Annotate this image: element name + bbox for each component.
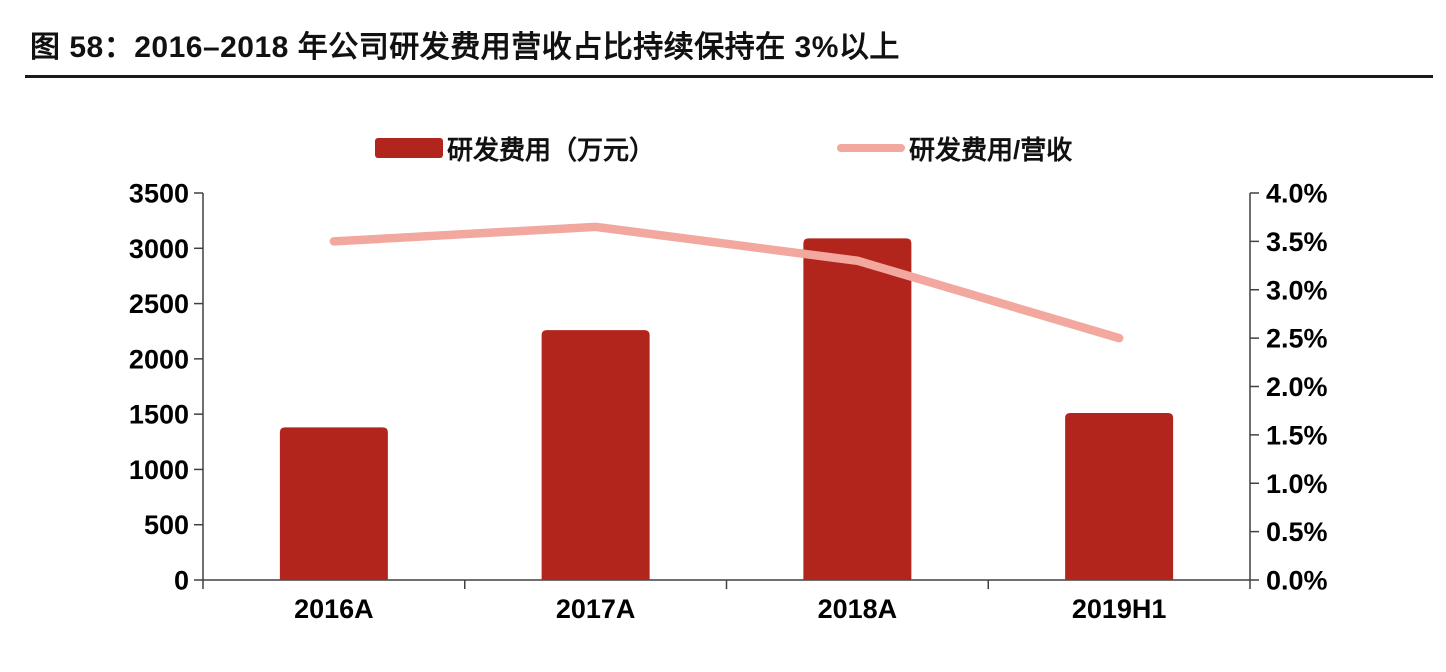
- figure-title: 图 58：2016–2018 年公司研发费用营收占比持续保持在 3%以上: [30, 31, 900, 64]
- line-rd-ratio: [329, 222, 1124, 343]
- bar-rd-expense: [541, 330, 650, 580]
- right-axis-tick-label: 3.5%: [1266, 227, 1328, 257]
- x-axis-category-label: 2018A: [818, 594, 898, 624]
- left-axis-tick-label: 2500: [129, 289, 189, 319]
- left-axis-tick-label: 2000: [129, 344, 189, 374]
- right-axis-tick-label: 3.0%: [1266, 275, 1328, 305]
- right-axis-tick-label: 4.0%: [1266, 179, 1328, 209]
- title-rule: [25, 75, 1433, 78]
- bar-rd-expense: [803, 238, 912, 580]
- bar-rd-expense: [279, 427, 388, 580]
- left-axis-tick-label: 1000: [129, 455, 189, 485]
- left-axis-tick-label: 500: [144, 510, 189, 540]
- bar-rd-expense: [1065, 413, 1174, 580]
- right-axis-tick-label: 0.0%: [1266, 566, 1328, 596]
- x-axis-category-label: 2017A: [556, 594, 636, 624]
- left-axis-tick-label: 3500: [129, 179, 189, 209]
- line-series-swatch-icon: [837, 144, 905, 152]
- right-axis-tick-label: 1.5%: [1266, 420, 1328, 450]
- legend-item-rd-expense: 研发费用（万元）: [375, 134, 655, 165]
- right-axis-tick-label: 2.5%: [1266, 324, 1328, 354]
- x-axis-category-label: 2016A: [294, 594, 374, 624]
- left-axis-tick-label: 3000: [129, 234, 189, 264]
- left-axis-tick-label: 1500: [129, 400, 189, 430]
- right-axis-tick-label: 2.0%: [1266, 372, 1328, 402]
- legend-label-rd-expense: 研发费用（万元）: [447, 134, 656, 165]
- legend-label-rd-ratio: 研发费用/营收: [909, 134, 1073, 165]
- x-axis-category-label: 2019H1: [1072, 594, 1167, 624]
- legend-item-rd-ratio: 研发费用/营收: [837, 134, 1072, 165]
- right-axis-tick-label: 1.0%: [1266, 469, 1328, 499]
- left-axis-tick-label: 0: [174, 566, 189, 596]
- bar-series-swatch-icon: [375, 138, 443, 158]
- right-axis-tick-label: 0.5%: [1266, 517, 1328, 547]
